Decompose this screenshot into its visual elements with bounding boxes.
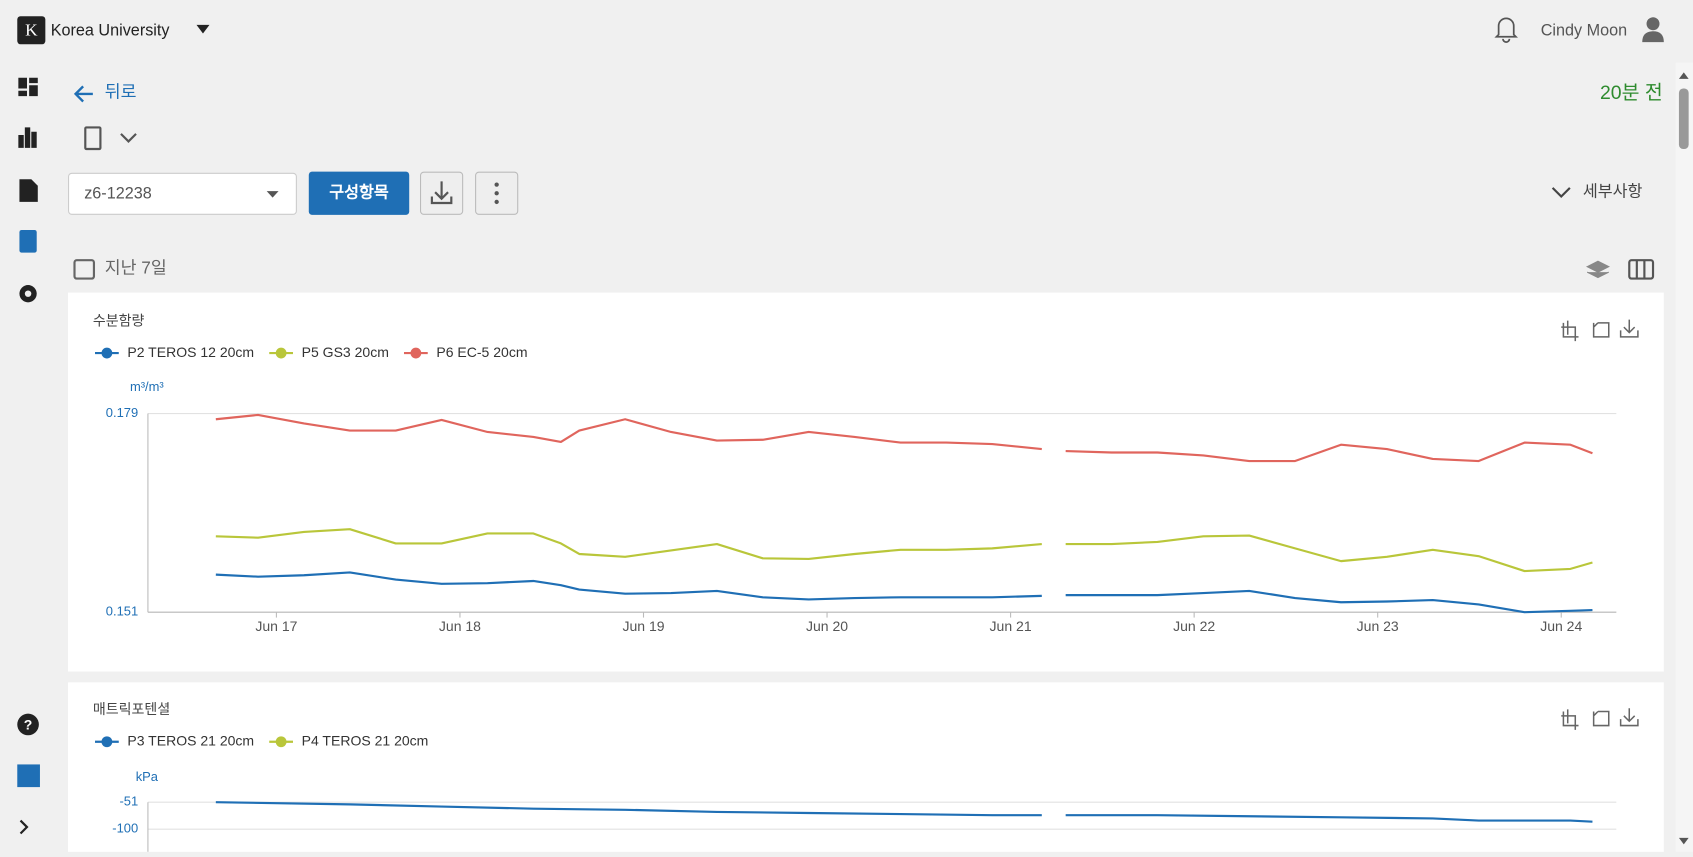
y-axis-unit: kPa: [136, 769, 159, 784]
reset-icon[interactable]: [1592, 322, 1610, 338]
legend-marker: [410, 347, 422, 359]
settings-icon-hole: [24, 290, 32, 297]
user-icon-body: [1642, 31, 1664, 43]
charts-icon[interactable]: [18, 127, 37, 148]
org-dropdown[interactable]: [196, 24, 210, 34]
layers-icon[interactable]: [1585, 260, 1610, 279]
zoom-icon[interactable]: [1561, 320, 1579, 342]
y-tick-label: -100: [112, 821, 138, 836]
help-icon[interactable]: [17, 713, 39, 736]
x-tick-label: Jun 23: [1357, 618, 1399, 634]
x-tick-label: Jun 20: [806, 618, 848, 634]
device-select-text: z6-12238: [84, 185, 152, 203]
chart-tools: [1561, 319, 1639, 730]
download-icon: [430, 181, 453, 205]
help-mark: ?: [24, 716, 33, 732]
expand-icon[interactable]: [19, 819, 29, 835]
legend-label[interactable]: P2 TEROS 12 20cm: [127, 344, 254, 360]
export-icon[interactable]: [1619, 708, 1639, 727]
logo[interactable]: [17, 16, 46, 45]
logo-letter: K: [25, 20, 38, 39]
back-arrow[interactable]: [73, 85, 93, 103]
details-toggle[interactable]: 세부사항: [1583, 182, 1643, 200]
legend-marker: [101, 347, 113, 359]
calendar-icon[interactable]: [73, 259, 96, 280]
x-tick-label: Jun 19: [622, 618, 664, 634]
chart-card: [68, 682, 1664, 857]
series-line: [215, 528, 1593, 573]
config-button-text: 구성항목: [329, 183, 389, 202]
brand-icon[interactable]: [17, 764, 40, 788]
building-icon[interactable]: [84, 126, 102, 151]
y-axis-unit: m³/m³: [130, 379, 164, 394]
reset-icon[interactable]: [1592, 710, 1610, 727]
back-link[interactable]: 뒤로: [105, 81, 137, 101]
scrollbar[interactable]: [1675, 62, 1693, 852]
y-tick-label: -51: [119, 794, 138, 809]
scroll-thumb[interactable]: [1678, 88, 1689, 149]
y-tick-label: 0.151: [106, 604, 138, 619]
legend-label[interactable]: P3 TEROS 21 20cm: [127, 732, 254, 748]
x-tick-label: Jun 22: [1173, 618, 1215, 634]
user-name[interactable]: Cindy Moon: [1541, 22, 1627, 40]
bell-icon[interactable]: [1494, 17, 1518, 43]
x-tick-label: Jun 24: [1540, 618, 1582, 634]
series-line: [215, 801, 1593, 823]
building-dropdown[interactable]: [120, 133, 137, 143]
org-name[interactable]: Korea University: [51, 22, 171, 40]
x-tick-label: Jun 18: [439, 618, 481, 634]
device-icon[interactable]: [19, 229, 37, 253]
config-button[interactable]: [308, 171, 410, 215]
user-icon[interactable]: [1646, 17, 1660, 31]
legend-label[interactable]: P4 TEROS 21 20cm: [302, 732, 429, 748]
x-tick-label: Jun 21: [990, 618, 1032, 634]
export-icon[interactable]: [1619, 319, 1639, 338]
x-tick-label: Jun 17: [255, 618, 297, 634]
device-select-caret: [266, 191, 279, 198]
columns-icon[interactable]: [1628, 259, 1655, 280]
device-select[interactable]: [68, 172, 297, 215]
dashboard-icon[interactable]: [18, 77, 38, 97]
chart-title: 수분함량: [93, 312, 145, 328]
legend-label[interactable]: P6 EC-5 20cm: [436, 344, 527, 360]
report-icon[interactable]: [19, 179, 38, 202]
legend-marker: [101, 736, 113, 748]
details-chevron[interactable]: [1551, 187, 1571, 199]
legend-marker: [275, 736, 287, 748]
y-tick-label: 0.179: [106, 405, 138, 420]
chart-title: 매트릭포텐셜: [93, 701, 170, 717]
chart-card: [68, 292, 1664, 672]
more-icon: [494, 182, 499, 205]
legend-label[interactable]: P5 GS3 20cm: [302, 344, 389, 360]
series-line: [215, 413, 1593, 463]
series-line: [215, 571, 1593, 614]
updated-time: 20분 전: [1600, 82, 1663, 104]
period-label[interactable]: 지난 7일: [105, 257, 167, 277]
legend-marker: [275, 347, 287, 359]
zoom-icon[interactable]: [1561, 709, 1579, 730]
sidebar: ?: [17, 77, 40, 835]
